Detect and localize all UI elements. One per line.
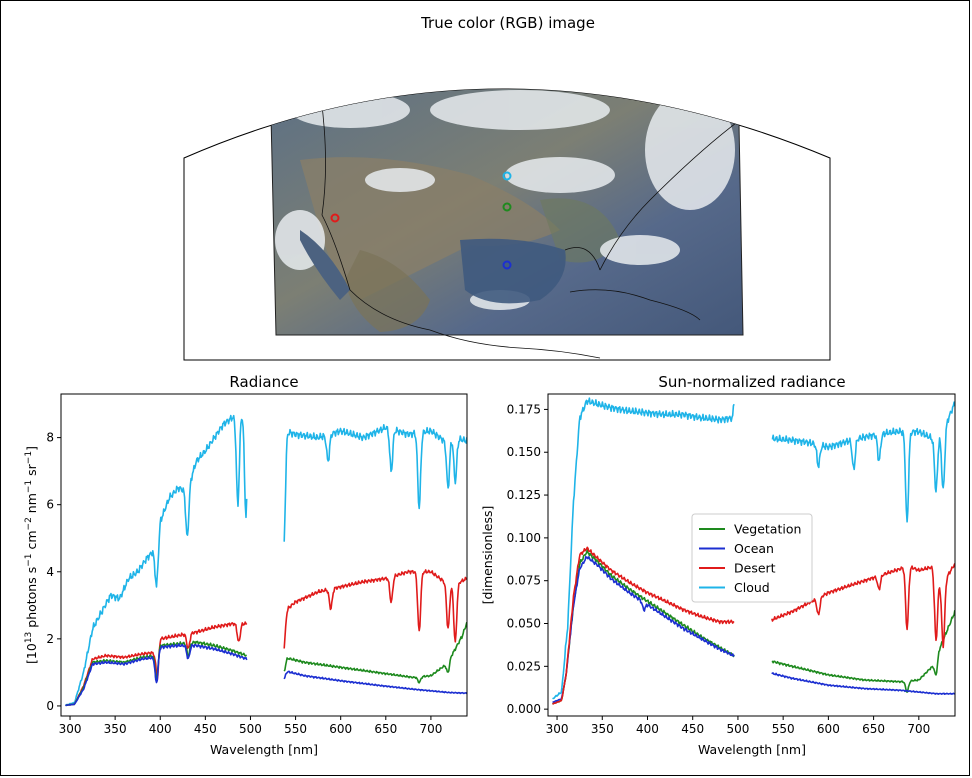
ylabel-photons: photons s bbox=[24, 567, 39, 632]
sun-normalized-series-vegetation bbox=[552, 549, 955, 705]
sun-normalized-legend: Vegetation Ocean Desert Cloud bbox=[691, 513, 813, 603]
marker-cloud bbox=[502, 171, 512, 181]
sun-normalized-chart-xlabel: Wavelength [nm] bbox=[698, 742, 806, 757]
radiance-ytick-label-2: 4 bbox=[46, 565, 54, 579]
radiance-chart: Radiance Wavelength [nm] [1013 photons s… bbox=[24, 373, 468, 757]
sun-normalized-legend-label-desert: Desert bbox=[734, 561, 776, 576]
sun-normalized-ytick-label-0: 0.000 bbox=[507, 702, 541, 716]
map-title: True color (RGB) image bbox=[420, 14, 595, 32]
sun-normalized-chart-ylabel: [dimensionless] bbox=[480, 506, 495, 605]
ylabel-sr: sr bbox=[24, 463, 39, 479]
sun-normalized-xtick-label-600: 600 bbox=[817, 722, 840, 736]
radiance-chart-title: Radiance bbox=[229, 373, 298, 391]
sun-normalized-legend-label-ocean: Ocean bbox=[734, 541, 774, 556]
radiance-series-desert bbox=[65, 569, 467, 707]
marker-vegetation bbox=[502, 202, 512, 212]
sun-normalized-ytick-label-5: 0.125 bbox=[507, 488, 541, 502]
radiance-ytick-label-4: 8 bbox=[46, 431, 54, 445]
ylabel-prefix: [10 bbox=[24, 643, 39, 664]
sun-normalized-series-cloud bbox=[552, 397, 955, 700]
radiance-axes-frame bbox=[60, 393, 468, 717]
sun-normalized-xtick-label-300: 300 bbox=[546, 722, 569, 736]
ylabel-cm: cm bbox=[24, 530, 39, 553]
radiance-xtick-label-400: 400 bbox=[149, 722, 172, 736]
sun-normalized-ytick-label-3: 0.075 bbox=[507, 574, 541, 588]
radiance-xtick-label-650: 650 bbox=[374, 722, 397, 736]
radiance-ytick-label-1: 2 bbox=[46, 632, 54, 646]
radiance-xtick-label-700: 700 bbox=[419, 722, 442, 736]
ylabel-exp-sr: −1 bbox=[24, 451, 34, 464]
radiance-xtick-label-600: 600 bbox=[329, 722, 352, 736]
sun-normalized-axes-frame bbox=[547, 393, 956, 717]
ylabel-exp-cm: −2 bbox=[24, 517, 34, 530]
radiance-lines bbox=[64, 414, 467, 707]
sun-normalized-legend-label-cloud: Cloud bbox=[734, 580, 770, 595]
sun-normalized-chart: Sun-normalized radiance Wavelength [nm] … bbox=[480, 373, 956, 757]
ylabel-close: ] bbox=[24, 446, 39, 451]
radiance-ytick-label-3: 6 bbox=[46, 498, 54, 512]
radiance-xtick-label-300: 300 bbox=[59, 722, 82, 736]
ylabel-exp-13: 13 bbox=[24, 632, 34, 643]
sun-normalized-legend-label-vegetation: Vegetation bbox=[734, 522, 801, 537]
satellite-image bbox=[269, 89, 744, 359]
ylabel-nm: nm bbox=[24, 493, 39, 517]
sun-normalized-series-ocean bbox=[552, 555, 955, 703]
sun-normalized-xtick-label-450: 450 bbox=[681, 722, 704, 736]
sun-normalized-ytick-label-7: 0.175 bbox=[507, 402, 541, 416]
ylabel-exp-nm: −1 bbox=[24, 480, 34, 493]
sun-normalized-xtick-label-500: 500 bbox=[726, 722, 749, 736]
sun-normalized-xtick-label-650: 650 bbox=[862, 722, 885, 736]
sun-normalized-xtick-label-350: 350 bbox=[591, 722, 614, 736]
sun-normalized-xtick-label-700: 700 bbox=[907, 722, 930, 736]
sun-normalized-lines bbox=[552, 397, 955, 705]
marker-ocean bbox=[502, 260, 512, 270]
radiance-xtick-label-350: 350 bbox=[104, 722, 127, 736]
radiance-xtick-label-500: 500 bbox=[239, 722, 262, 736]
marker-desert bbox=[330, 213, 340, 223]
ylabel-exp-s: −1 bbox=[24, 553, 34, 566]
radiance-xtick-label-450: 450 bbox=[194, 722, 217, 736]
radiance-ytick-label-0: 0 bbox=[46, 699, 54, 713]
sun-normalized-chart-title: Sun-normalized radiance bbox=[658, 373, 845, 391]
radiance-chart-ylabel: [1013 photons s−1 cm−2 nm−1 sr−1] bbox=[24, 446, 39, 664]
radiance-series-cloud bbox=[64, 414, 467, 707]
radiance-series-ocean bbox=[65, 643, 467, 707]
sun-normalized-ytick-label-6: 0.150 bbox=[507, 445, 541, 459]
sun-normalized-ytick-label-2: 0.050 bbox=[507, 617, 541, 631]
sun-normalized-ytick-label-4: 0.100 bbox=[507, 531, 541, 545]
radiance-xtick-label-550: 550 bbox=[284, 722, 307, 736]
radiance-chart-xlabel: Wavelength [nm] bbox=[210, 742, 318, 757]
sun-normalized-xtick-label-400: 400 bbox=[636, 722, 659, 736]
sun-normalized-ytick-label-1: 0.025 bbox=[507, 659, 541, 673]
sun-normalized-legend-box bbox=[691, 513, 813, 603]
map-panel: True color (RGB) image bbox=[183, 14, 831, 361]
sun-normalized-xtick-label-550: 550 bbox=[772, 722, 795, 736]
sun-normalized-series-desert bbox=[552, 546, 955, 705]
